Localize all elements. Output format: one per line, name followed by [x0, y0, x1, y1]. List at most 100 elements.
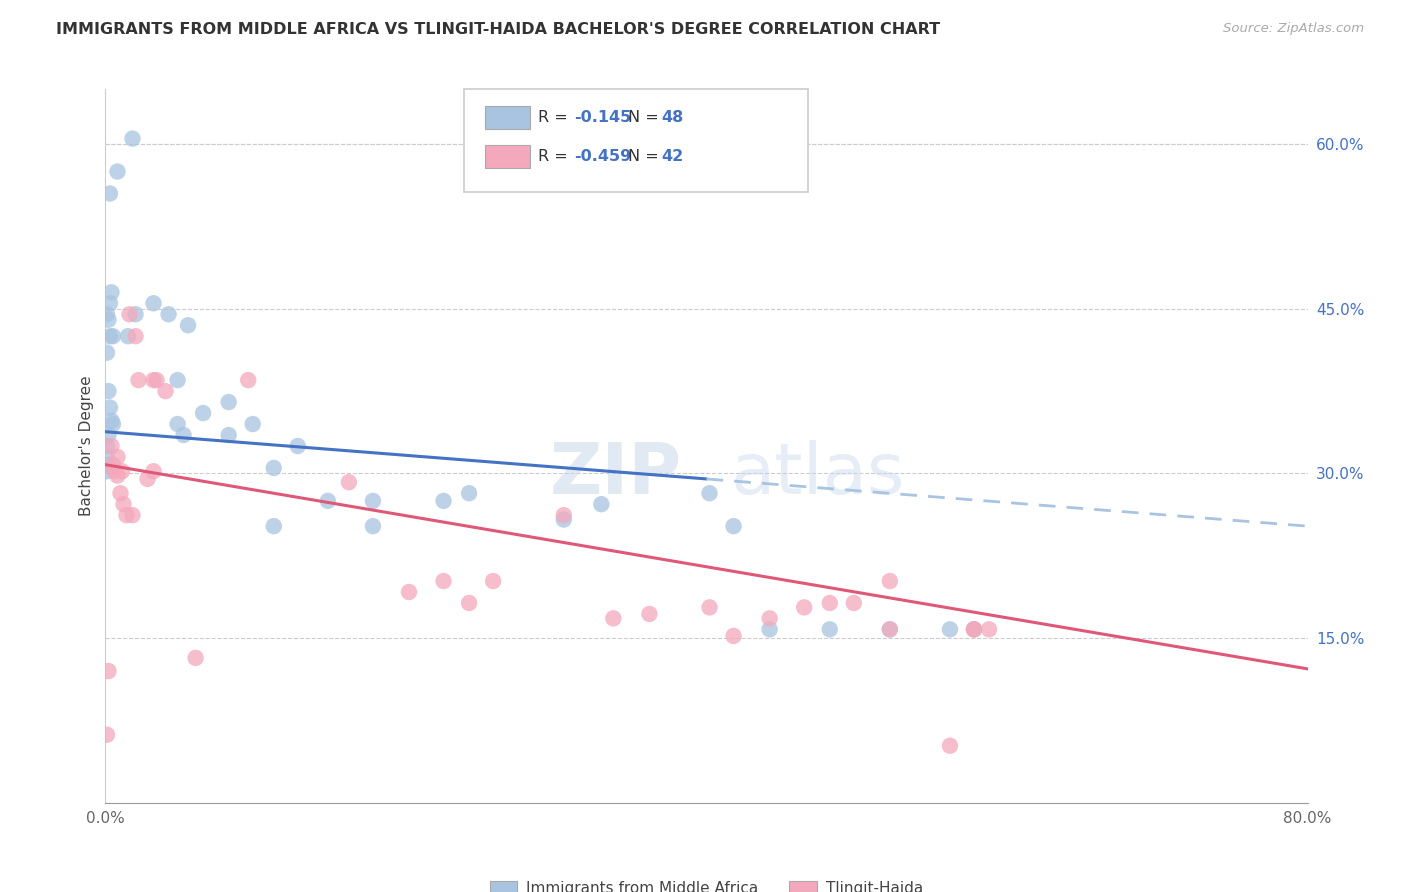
Point	[638, 607, 661, 621]
Point	[793, 600, 815, 615]
Point	[142, 373, 165, 387]
Point	[818, 623, 841, 637]
Point	[602, 611, 624, 625]
Point	[242, 417, 264, 431]
Point	[939, 623, 962, 637]
Point	[166, 373, 188, 387]
Point	[101, 329, 124, 343]
Point	[107, 450, 129, 464]
Point	[173, 428, 195, 442]
Text: R =: R =	[538, 111, 574, 125]
Point	[100, 414, 122, 428]
Point	[124, 329, 146, 343]
Point	[939, 739, 962, 753]
Point	[128, 373, 150, 387]
Point	[818, 596, 841, 610]
Point	[398, 585, 420, 599]
Point	[97, 428, 120, 442]
Point	[101, 417, 124, 431]
Point	[96, 728, 118, 742]
Point	[142, 464, 165, 478]
Point	[107, 164, 129, 178]
Point	[218, 395, 240, 409]
Point	[124, 307, 146, 321]
Point	[97, 384, 120, 398]
Point	[110, 486, 132, 500]
Point	[118, 307, 141, 321]
Point	[758, 623, 780, 637]
Point	[157, 307, 180, 321]
Point	[337, 475, 360, 490]
Text: N =: N =	[628, 149, 665, 163]
Point	[963, 623, 986, 637]
Point	[879, 623, 901, 637]
Point	[97, 312, 120, 326]
Point	[166, 417, 188, 431]
Point	[115, 508, 138, 523]
Text: 42: 42	[661, 149, 683, 163]
Point	[97, 664, 120, 678]
Point	[263, 461, 285, 475]
Point	[107, 468, 129, 483]
Text: Source: ZipAtlas.com: Source: ZipAtlas.com	[1223, 22, 1364, 36]
Point	[458, 486, 481, 500]
Text: -0.459: -0.459	[574, 149, 631, 163]
Point	[136, 472, 159, 486]
Point	[432, 494, 454, 508]
Point	[238, 373, 260, 387]
Point	[177, 318, 200, 333]
Point	[100, 439, 122, 453]
Point	[553, 508, 575, 523]
Point	[96, 307, 118, 321]
Point	[121, 508, 143, 523]
Point	[963, 623, 986, 637]
Point	[121, 131, 143, 145]
Point	[101, 458, 124, 472]
Y-axis label: Bachelor's Degree: Bachelor's Degree	[79, 376, 94, 516]
Point	[458, 596, 481, 610]
Point	[98, 296, 121, 310]
Point	[98, 329, 121, 343]
Point	[263, 519, 285, 533]
Point	[111, 464, 134, 478]
Point	[112, 497, 135, 511]
Point	[553, 512, 575, 526]
Point	[432, 574, 454, 588]
Point	[287, 439, 309, 453]
Text: 48: 48	[661, 111, 683, 125]
Text: R =: R =	[538, 149, 574, 163]
Point	[96, 464, 118, 478]
Point	[842, 596, 865, 610]
Point	[482, 574, 505, 588]
Point	[977, 623, 1000, 637]
Text: IMMIGRANTS FROM MIDDLE AFRICA VS TLINGIT-HAIDA BACHELOR'S DEGREE CORRELATION CHA: IMMIGRANTS FROM MIDDLE AFRICA VS TLINGIT…	[56, 22, 941, 37]
Point	[98, 186, 121, 201]
Point	[191, 406, 214, 420]
Point	[218, 428, 240, 442]
Point	[155, 384, 177, 398]
Point	[316, 494, 339, 508]
Point	[361, 494, 384, 508]
Point	[723, 519, 745, 533]
Point	[699, 486, 721, 500]
Point	[361, 519, 384, 533]
Text: ZIP: ZIP	[550, 440, 682, 509]
Point	[699, 600, 721, 615]
Point	[879, 623, 901, 637]
Point	[96, 439, 118, 453]
Point	[879, 574, 901, 588]
Point	[963, 623, 986, 637]
Point	[117, 329, 139, 343]
Point	[591, 497, 613, 511]
Point	[96, 345, 118, 359]
Point	[142, 296, 165, 310]
Point	[98, 401, 121, 415]
Point	[145, 373, 167, 387]
Point	[758, 611, 780, 625]
Point	[100, 285, 122, 300]
Point	[723, 629, 745, 643]
Text: -0.145: -0.145	[574, 111, 631, 125]
Text: N =: N =	[628, 111, 665, 125]
Point	[96, 450, 118, 464]
Point	[96, 458, 118, 472]
